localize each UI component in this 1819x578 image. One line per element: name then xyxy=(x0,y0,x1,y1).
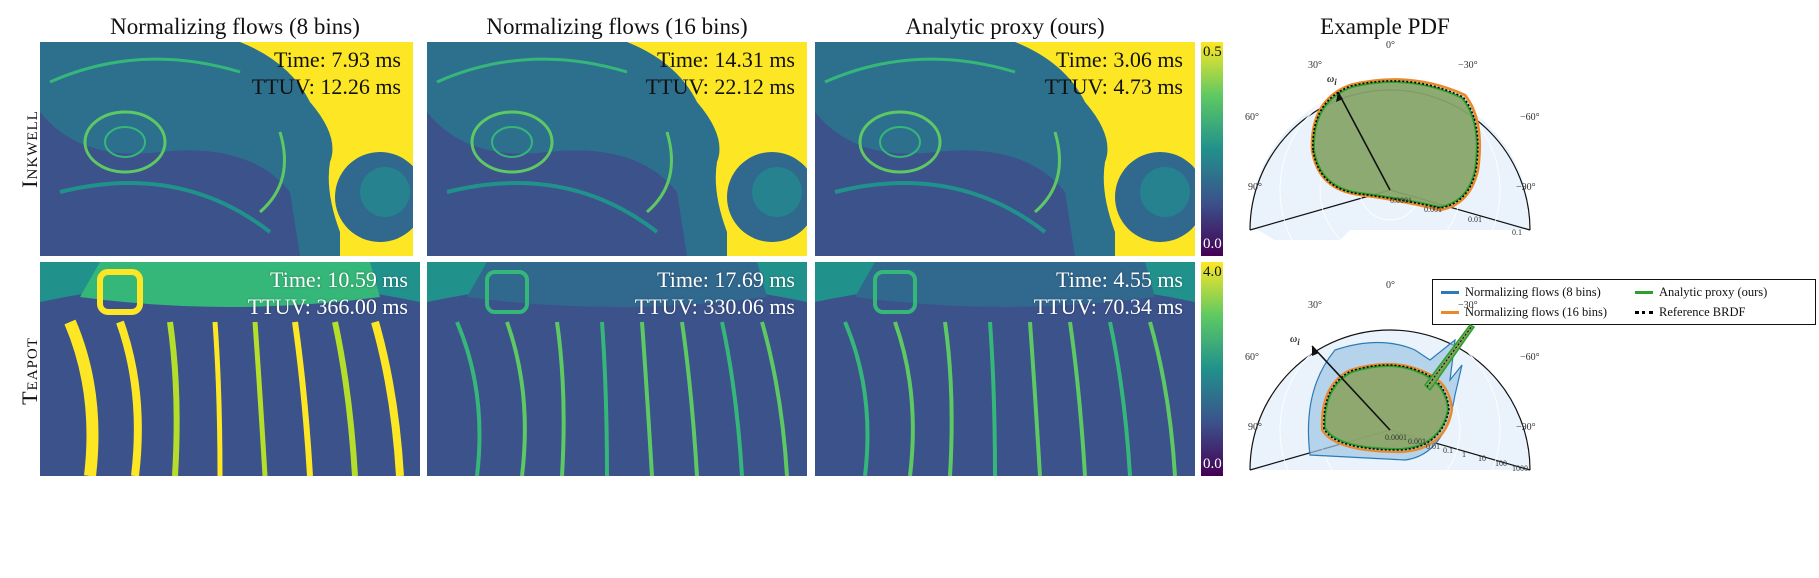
ttuv-value: TTUV: 4.73 ms xyxy=(1044,74,1183,99)
legend-swatch xyxy=(1441,291,1459,294)
radial-tick: 1000 xyxy=(1512,464,1528,473)
angle-tick-0: 0° xyxy=(1386,280,1395,291)
timing-overlay: Time: 10.59 ms TTUV: 366.00 ms xyxy=(248,266,408,320)
radial-tick: 0.0001 xyxy=(1390,196,1412,205)
timing-overlay: Time: 7.93 ms TTUV: 12.26 ms xyxy=(252,46,401,100)
legend-label: Analytic proxy (ours) xyxy=(1659,285,1768,299)
angle-tick-0: 0° xyxy=(1386,40,1395,51)
angle-tick-neg90: −90° xyxy=(1516,182,1536,193)
angle-tick-neg30: −30° xyxy=(1458,60,1478,71)
timing-overlay: Time: 14.31 ms TTUV: 22.12 ms xyxy=(646,46,795,100)
angle-tick-30: 30° xyxy=(1308,300,1322,311)
ttuv-value: TTUV: 22.12 ms xyxy=(645,74,795,99)
radial-tick: 1 xyxy=(1462,450,1466,459)
colorbar-max-label: 0.5 xyxy=(1203,44,1222,60)
radial-tick: 0.1 xyxy=(1512,228,1522,237)
incident-subscript: i xyxy=(1334,77,1337,87)
incident-direction-arrow xyxy=(1337,91,1391,191)
image-panel: Time: 4.55 ms TTUV: 70.34 ms xyxy=(815,262,1195,476)
angle-tick-90: 90° xyxy=(1248,182,1262,193)
column-title-nf8: Normalizing flows (8 bins) xyxy=(110,14,360,39)
legend-item-nf16: Normalizing flows (16 bins) xyxy=(1441,305,1607,320)
angle-tick-neg60: −60° xyxy=(1520,112,1540,123)
legend-item-nf8: Normalizing flows (8 bins) xyxy=(1441,285,1601,300)
colorbar-min-label: 0.0 xyxy=(1203,456,1222,472)
time-value: Time: 4.55 ms xyxy=(1056,267,1183,292)
column-title-analytic: Analytic proxy (ours) xyxy=(905,14,1105,39)
ttuv-value: TTUV: 366.00 ms xyxy=(247,294,408,319)
time-value: Time: 14.31 ms xyxy=(657,47,795,72)
series-analytic-lobe xyxy=(1323,365,1450,451)
ttuv-value: TTUV: 70.34 ms xyxy=(1033,294,1183,319)
column-title-example-pdf: Example PDF xyxy=(1320,14,1450,39)
angle-tick-60: 60° xyxy=(1245,352,1259,363)
legend-swatch xyxy=(1441,311,1459,314)
radial-tick: 0.0001 xyxy=(1385,433,1407,442)
teapot-error-map xyxy=(40,262,420,476)
time-value: Time: 10.59 ms xyxy=(270,267,408,292)
teapot-error-map xyxy=(815,262,1195,476)
incident-label: ωi xyxy=(1327,74,1337,87)
colorbar-teapot xyxy=(1201,262,1223,476)
legend-item-analytic: Analytic proxy (ours) xyxy=(1635,285,1767,300)
inkwell-error-map xyxy=(40,42,413,256)
series-analytic-lobe xyxy=(1312,80,1478,209)
angle-tick-90: 90° xyxy=(1248,422,1262,433)
image-panel: Time: 10.59 ms TTUV: 366.00 ms xyxy=(40,262,420,476)
colorbar-inkwell xyxy=(1201,42,1223,256)
radial-tick: 0.01 xyxy=(1426,442,1440,451)
arrowhead-icon xyxy=(1336,92,1343,102)
image-panel: Time: 3.06 ms TTUV: 4.73 ms xyxy=(815,42,1195,256)
radial-tick: 100 xyxy=(1495,459,1507,468)
timing-overlay: Time: 3.06 ms TTUV: 4.73 ms xyxy=(1045,46,1183,100)
timing-overlay: Time: 17.69 ms TTUV: 330.06 ms xyxy=(635,266,795,320)
angle-tick-neg90: −90° xyxy=(1516,422,1536,433)
angle-tick-60: 60° xyxy=(1245,112,1259,123)
legend-label: Reference BRDF xyxy=(1659,305,1746,319)
chart-legend: Normalizing flows (8 bins) Analytic prox… xyxy=(1432,279,1816,325)
image-panel: Time: 14.31 ms TTUV: 22.12 ms xyxy=(427,42,807,256)
radial-tick: 10 xyxy=(1478,454,1486,463)
image-panel: Time: 17.69 ms TTUV: 330.06 ms xyxy=(427,262,807,476)
series-reference-lobe xyxy=(1323,364,1450,451)
time-value: Time: 7.93 ms xyxy=(274,47,401,72)
arrowhead-icon xyxy=(1312,346,1319,356)
legend-label: Normalizing flows (16 bins) xyxy=(1465,305,1607,319)
radial-tick: 0.1 xyxy=(1443,446,1453,455)
incident-subscript: i xyxy=(1297,337,1300,347)
polar-pdf-chart-teapot: ωi 0° 30° −30° 60° −60° 90° −90° 0.0001 … xyxy=(1245,280,1540,480)
colorbar-max-label: 4.0 xyxy=(1203,264,1222,280)
incident-label: ωi xyxy=(1290,334,1300,347)
ttuv-value: TTUV: 12.26 ms xyxy=(251,74,401,99)
angle-tick-neg30: −30° xyxy=(1458,300,1478,311)
timing-overlay: Time: 4.55 ms TTUV: 70.34 ms xyxy=(1034,266,1183,320)
radial-tick: 0.001 xyxy=(1408,437,1426,446)
incident-direction-arrow xyxy=(1311,345,1391,431)
legend-swatch xyxy=(1635,311,1653,314)
legend-swatch xyxy=(1635,291,1653,294)
angle-tick-neg60: −60° xyxy=(1520,352,1540,363)
radial-tick: 0.01 xyxy=(1468,215,1482,224)
image-panel: Time: 7.93 ms TTUV: 12.26 ms xyxy=(40,42,413,256)
legend-label: Normalizing flows (8 bins) xyxy=(1465,285,1601,299)
incident-omega: ω xyxy=(1290,334,1297,345)
inkwell-error-map xyxy=(815,42,1195,256)
time-value: Time: 3.06 ms xyxy=(1056,47,1183,72)
time-value: Time: 17.69 ms xyxy=(657,267,795,292)
incident-omega: ω xyxy=(1327,74,1334,85)
series-reference-lobe xyxy=(1312,80,1479,209)
teapot-error-map xyxy=(427,262,807,476)
column-title-nf16: Normalizing flows (16 bins) xyxy=(486,14,748,39)
radial-tick: 0.001 xyxy=(1424,205,1442,214)
angle-tick-30: 30° xyxy=(1308,60,1322,71)
legend-item-reference: Reference BRDF xyxy=(1635,305,1745,320)
colorbar-min-label: 0.0 xyxy=(1203,236,1222,252)
polar-pdf-chart-inkwell: ωi 0° 30° −30° 60° −60° 90° −90° 0.0001 … xyxy=(1245,40,1540,240)
ttuv-value: TTUV: 330.06 ms xyxy=(634,294,795,319)
inkwell-error-map xyxy=(427,42,807,256)
